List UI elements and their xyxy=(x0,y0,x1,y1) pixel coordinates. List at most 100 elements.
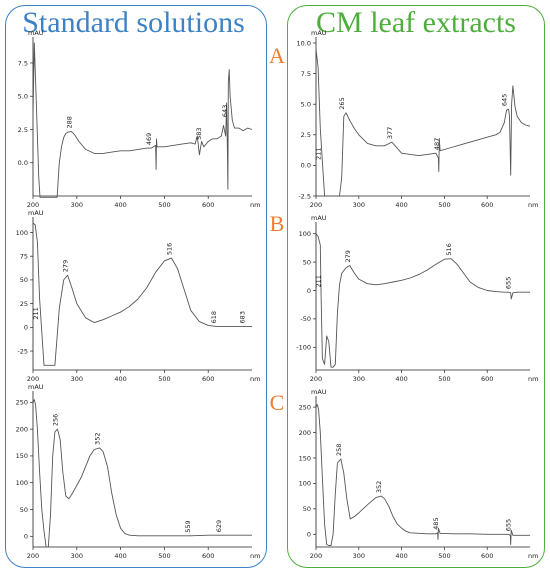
x-tick-label: 500 xyxy=(158,375,170,383)
x-tick-label: 300 xyxy=(353,552,365,560)
y-tick-label: 0.0 xyxy=(301,162,311,170)
x-tick-label: 600 xyxy=(481,552,493,560)
y-tick-label: 2.5 xyxy=(301,131,311,139)
spectrum-trace xyxy=(32,222,252,366)
y-tick-label: 150 xyxy=(16,452,28,460)
y-tick-label: 0 xyxy=(307,287,311,295)
y-tick-label: -2.5 xyxy=(298,192,311,200)
x-axis-label: nm xyxy=(250,552,260,560)
x-tick-label: 300 xyxy=(353,375,365,383)
peak-label: 211 xyxy=(32,307,40,319)
x-axis-label: nm xyxy=(528,201,538,209)
x-axis-label: nm xyxy=(250,201,260,209)
y-tick-label: 250 xyxy=(16,399,28,407)
y-tick-label: 200 xyxy=(299,429,311,437)
y-tick-label: 50 xyxy=(303,258,311,266)
y-tick-label: 100 xyxy=(16,479,28,487)
peak-label: 559 xyxy=(184,520,192,532)
x-tick-label: 400 xyxy=(114,201,126,209)
y-tick-label: 5.0 xyxy=(18,93,28,101)
y-tick-label: 2.5 xyxy=(18,126,28,134)
peak-label: 256 xyxy=(52,414,60,426)
x-tick-label: 500 xyxy=(158,201,170,209)
y-axis-label: mAU xyxy=(28,209,44,217)
peak-label: 683 xyxy=(239,311,247,323)
y-tick-label: 5.0 xyxy=(301,101,311,109)
x-tick-label: 300 xyxy=(71,552,83,560)
y-axis-label: mAU xyxy=(28,29,44,37)
y-axis-label: mAU xyxy=(311,388,327,396)
x-tick-label: 600 xyxy=(202,552,214,560)
peak-label: 655 xyxy=(505,519,513,531)
y-tick-label: 0.0 xyxy=(18,159,28,167)
y-tick-label: 50 xyxy=(20,276,28,284)
x-axis-label: nm xyxy=(528,552,538,560)
y-tick-label: 100 xyxy=(299,480,311,488)
spectrum-trace xyxy=(315,404,530,546)
y-tick-label: 150 xyxy=(299,454,311,462)
peak-label: 265 xyxy=(338,97,346,109)
y-tick-label: 200 xyxy=(16,425,28,433)
y-tick-label: 0 xyxy=(307,531,311,539)
peak-label: 629 xyxy=(215,520,223,532)
leaf-extracts-heading: CM leaf extracts xyxy=(316,6,516,39)
x-tick-label: 200 xyxy=(310,375,322,383)
peak-label: 288 xyxy=(65,116,73,128)
y-tick-label: 0 xyxy=(24,533,28,541)
x-tick-label: 400 xyxy=(395,201,407,209)
peak-label: 211 xyxy=(315,148,323,160)
x-tick-label: 400 xyxy=(395,552,407,560)
peak-label: 352 xyxy=(375,481,383,493)
x-tick-label: 500 xyxy=(438,201,450,209)
y-tick-label: 50 xyxy=(303,505,311,513)
standard-solutions-frame xyxy=(5,5,267,568)
y-tick-label: -50 xyxy=(300,315,311,323)
x-tick-label: 200 xyxy=(310,552,322,560)
standard-solutions-heading: Standard solutions xyxy=(22,6,245,39)
y-tick-label: -100 xyxy=(296,344,311,352)
peak-label: 279 xyxy=(344,250,352,262)
x-tick-label: 500 xyxy=(438,552,450,560)
x-axis-label: nm xyxy=(528,375,538,383)
peak-label: 469 xyxy=(145,133,153,145)
y-tick-label: 100 xyxy=(16,229,28,237)
leaf-extracts-frame xyxy=(287,5,545,568)
row-label-b: B xyxy=(269,211,285,236)
y-tick-label: 7.5 xyxy=(18,59,28,67)
peak-label: 487 xyxy=(433,138,441,150)
y-tick-label: -25 xyxy=(17,347,28,355)
x-tick-label: 600 xyxy=(202,375,214,383)
x-tick-label: 600 xyxy=(202,201,214,209)
spectrum-trace xyxy=(315,233,530,368)
spectrum-trace xyxy=(32,42,253,198)
y-tick-label: 50 xyxy=(20,506,28,514)
x-tick-label: 200 xyxy=(27,552,39,560)
y-tick-label: 10.0 xyxy=(297,39,311,47)
peak-label: 258 xyxy=(335,444,343,456)
peak-label: 618 xyxy=(210,311,218,323)
peak-label: 485 xyxy=(432,517,440,529)
y-axis-label: mAU xyxy=(311,214,327,222)
chart-A-standard: mAU nm 7.5 5.0 2.5 0.0 200 300 400 500 600 288 469 58… xyxy=(18,29,261,209)
x-tick-label: 300 xyxy=(71,201,83,209)
spectrum-trace xyxy=(315,49,531,197)
y-tick-label: 0 xyxy=(24,324,28,332)
row-label-a: A xyxy=(269,43,285,68)
y-axis-label: mAU xyxy=(28,383,44,391)
peak-label: 643 xyxy=(221,105,229,117)
x-tick-label: 300 xyxy=(353,201,365,209)
peak-label: 352 xyxy=(94,433,102,445)
x-tick-label: 200 xyxy=(310,201,322,209)
chart-B-standard: mAU nm 100 75 50 25 0 -25 200 300 400 500 600 211 279 5… xyxy=(16,209,261,383)
y-axis-label: mAU xyxy=(311,29,327,37)
row-label-c: C xyxy=(269,390,285,415)
x-tick-label: 600 xyxy=(481,375,493,383)
x-tick-label: 600 xyxy=(481,201,493,209)
x-tick-label: 400 xyxy=(395,375,407,383)
y-tick-label: 100 xyxy=(299,230,311,238)
x-axis-label: nm xyxy=(250,375,260,383)
y-tick-label: 7.5 xyxy=(301,70,311,78)
